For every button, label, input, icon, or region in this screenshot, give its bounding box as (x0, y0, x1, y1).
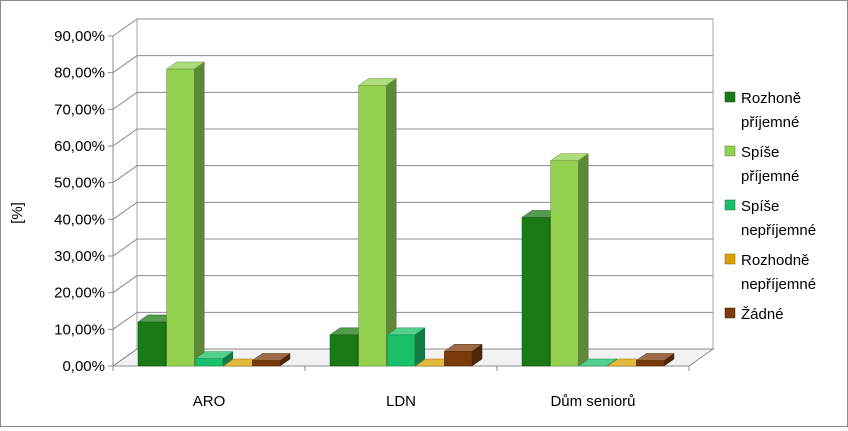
gridline (112, 311, 713, 330)
y-axis-label: [%] (9, 202, 26, 224)
y-tick-label: 20,00% (54, 285, 105, 302)
legend-swatch (724, 253, 736, 265)
legend-label: Rozhoně (741, 90, 801, 107)
y-tick-label: 30,00% (54, 248, 105, 265)
legend-item: Rozhoně příjemné (724, 90, 801, 131)
y-tick-labels: 0,00% 10,00% 20,00% 30,00% 40,00% 50,00% 60,00… (54, 28, 105, 375)
bar (386, 327, 426, 367)
bar (443, 343, 483, 367)
y-tick-label: 40,00% (54, 211, 105, 228)
legend-item: Rozhodně nepříjemné (724, 252, 816, 293)
legend-label: nepříjemné (741, 276, 816, 293)
bar-side (577, 153, 589, 367)
bar-front (444, 351, 473, 367)
bar-top (194, 351, 234, 359)
y-tick-label: 70,00% (54, 101, 105, 118)
bar-front (194, 358, 224, 367)
legend-label: Spíše (741, 198, 779, 215)
gridline (112, 201, 713, 220)
gridline (112, 55, 713, 74)
bar (635, 353, 675, 367)
bar-top (635, 353, 675, 361)
legend-label: Rozhodně (741, 252, 809, 269)
bar-side (385, 78, 397, 367)
legend-swatch (724, 91, 736, 103)
gridline (112, 91, 713, 110)
bar-front (358, 85, 387, 367)
bar-front (252, 360, 281, 367)
bar-front (550, 160, 579, 367)
bar-front (166, 68, 195, 367)
category-label: ARO (193, 393, 226, 410)
legend-swatch (724, 199, 736, 211)
bar-front (137, 321, 166, 367)
gridline (112, 18, 713, 37)
bar-top (443, 344, 483, 352)
bar (251, 353, 291, 367)
bar-front (521, 217, 550, 367)
bar-front (329, 334, 358, 367)
y-tick-label: 80,00% (54, 65, 105, 82)
legend-swatch (724, 145, 736, 157)
bar-front (386, 334, 416, 367)
legend-label: příjemné (741, 114, 799, 131)
legend-label: Spíše (741, 144, 779, 161)
legend-label: Žádné (741, 306, 784, 323)
gridline (112, 348, 713, 367)
legend-swatch (724, 307, 736, 319)
category-label: LDN (386, 393, 416, 410)
y-tick-label: 0,00% (62, 358, 105, 375)
gridline (112, 128, 713, 147)
legend-label: nepříjemné (741, 222, 816, 239)
category-label: Dům seniorů (550, 393, 635, 410)
legend: Rozhoně příjemné Spíše příjemné Spíše nepříje… (724, 90, 816, 323)
y-tick-label: 10,00% (54, 321, 105, 338)
bar-top (251, 353, 291, 361)
bar-top (165, 61, 205, 70)
gridline (112, 165, 713, 184)
gridline (112, 275, 713, 294)
bar-front (636, 360, 665, 367)
gridlines (112, 18, 713, 367)
bar (549, 153, 589, 367)
bar-top (549, 153, 589, 161)
bar-top (357, 78, 397, 86)
category-labels: ARO LDN Dům seniorů (193, 393, 636, 410)
bar (165, 61, 205, 367)
bar (578, 358, 618, 367)
bar (357, 78, 397, 367)
bar-top (386, 327, 426, 336)
legend-item: Spíše příjemné (724, 144, 799, 185)
bar-side (193, 61, 205, 367)
gridline (112, 238, 713, 257)
bars (137, 61, 675, 367)
y-tick-label: 60,00% (54, 138, 105, 155)
legend-item: Spíše nepříjemné (724, 198, 816, 239)
bar-top (578, 358, 618, 367)
bar (194, 351, 234, 367)
legend-item: Žádné (724, 306, 784, 323)
back-wall (136, 18, 714, 350)
y-tick-label: 50,00% (54, 175, 105, 192)
legend-label: příjemné (741, 168, 799, 185)
y-tick-label: 90,00% (54, 28, 105, 45)
